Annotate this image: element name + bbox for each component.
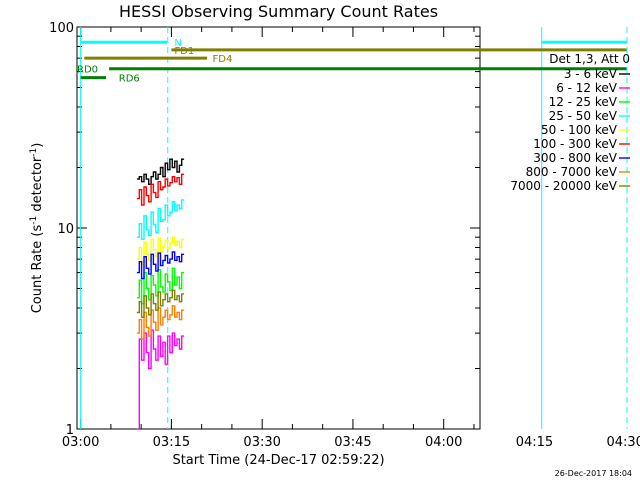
footer-timestamp: 26-Dec-2017 18:04 (555, 469, 632, 478)
flag-bar-label: FD4 (213, 54, 233, 65)
legend-label: 100 - 300 keV (533, 137, 617, 151)
legend-label: 50 - 100 keV (541, 123, 618, 137)
x-tick-label: 03:45 (334, 435, 371, 450)
y-axis-label-part: ) (30, 143, 45, 148)
flag-bar-label: RD0 (77, 65, 98, 76)
legend-label: 6 - 12 keV (556, 81, 618, 95)
chart-title: HESSI Observing Summary Count Rates (119, 2, 438, 21)
legend-label: 25 - 50 keV (549, 109, 618, 123)
x-tick-label: 04:30 (606, 435, 640, 450)
series-line (136, 289, 185, 318)
flag-bar-label: RD6 (119, 74, 140, 85)
x-tick-label: 04:00 (425, 435, 462, 450)
x-tick-label: 03:30 (243, 435, 280, 450)
x-tick-label: 03:00 (62, 435, 99, 450)
y-tick-label: 100 (49, 21, 74, 36)
y-axis-label-part: detector (30, 156, 45, 216)
series-line (136, 173, 185, 206)
series-line (136, 329, 185, 430)
y-tick-label: 10 (57, 222, 74, 237)
series-line (136, 236, 185, 265)
legend-label: 12 - 25 keV (549, 95, 618, 109)
flag-bar-label: FD1 (174, 46, 194, 57)
series-line (136, 158, 185, 185)
x-tick-label: 04:15 (516, 435, 553, 450)
series-line (136, 251, 185, 280)
y-axis-label: Count Rate (s-1 detector-1) (29, 143, 45, 314)
legend-label: 800 - 7000 keV (526, 165, 618, 179)
series-line (136, 267, 185, 305)
x-axis-label: Start Time (24-Dec-17 02:59:22) (172, 453, 384, 468)
legend-label: 300 - 800 keV (533, 151, 617, 165)
legend-label: 7000 - 20000 keV (510, 179, 617, 193)
series-line (136, 199, 185, 240)
x-tick-label: 03:15 (153, 435, 190, 450)
y-axis-label-part: Count Rate (s (30, 225, 45, 314)
y-axis-label-part: -1 (29, 216, 39, 225)
series-line (136, 305, 185, 340)
y-tick-label: 1 (66, 423, 74, 438)
y-axis-label-part: -1 (29, 148, 39, 157)
legend-header: Det 1,3, Att 0 (549, 52, 630, 66)
flag-bar-label: N (174, 38, 181, 49)
plot-frame (76, 26, 481, 430)
legend-label: 3 - 6 keV (564, 67, 618, 81)
